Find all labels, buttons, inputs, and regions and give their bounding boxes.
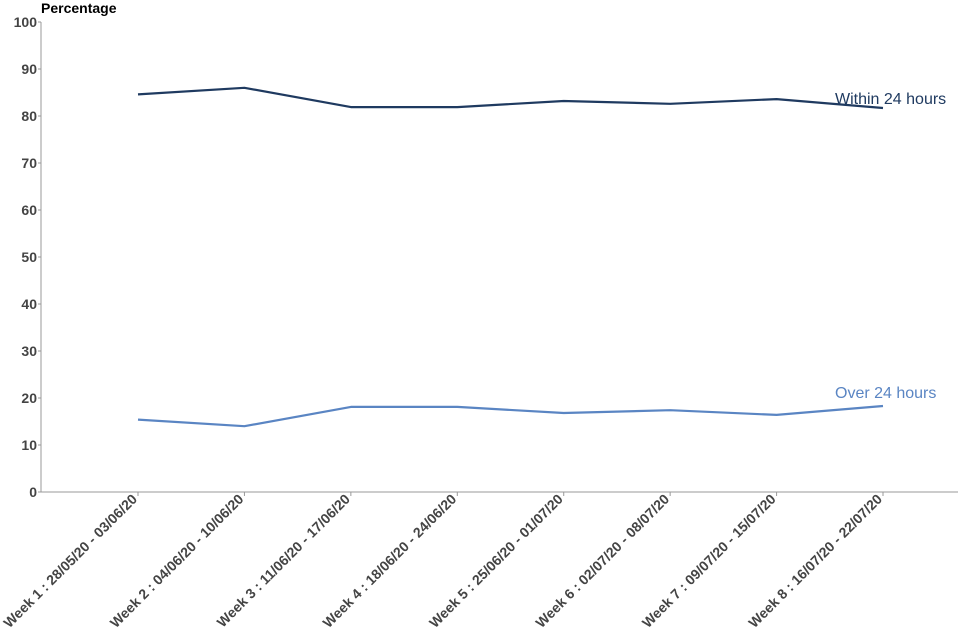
series-labels: Within 24 hours Over 24 hours — [835, 91, 946, 402]
y-axis-label: Percentage — [41, 0, 117, 16]
y-tick-label: 10 — [21, 437, 37, 453]
y-tick-label: 30 — [21, 343, 37, 359]
y-tick-label: 100 — [14, 14, 38, 30]
y-tick-label: 60 — [21, 202, 37, 218]
y-axis-ticks: 0 10 20 30 40 50 60 70 80 90 100 — [14, 14, 41, 500]
y-tick-label: 90 — [21, 61, 37, 77]
series-label-0: Within 24 hours — [835, 91, 946, 108]
y-tick-label: 0 — [29, 484, 37, 500]
y-tick-label: 80 — [21, 108, 37, 124]
series-line-1 — [137, 404, 884, 428]
y-tick-label: 20 — [21, 390, 37, 406]
y-tick-label: 50 — [21, 249, 37, 265]
series-lines — [137, 86, 884, 428]
series-label-1: Over 24 hours — [835, 385, 936, 402]
y-tick-label: 70 — [21, 155, 37, 171]
series-line-0 — [137, 86, 884, 110]
y-tick-label: 40 — [21, 296, 37, 312]
